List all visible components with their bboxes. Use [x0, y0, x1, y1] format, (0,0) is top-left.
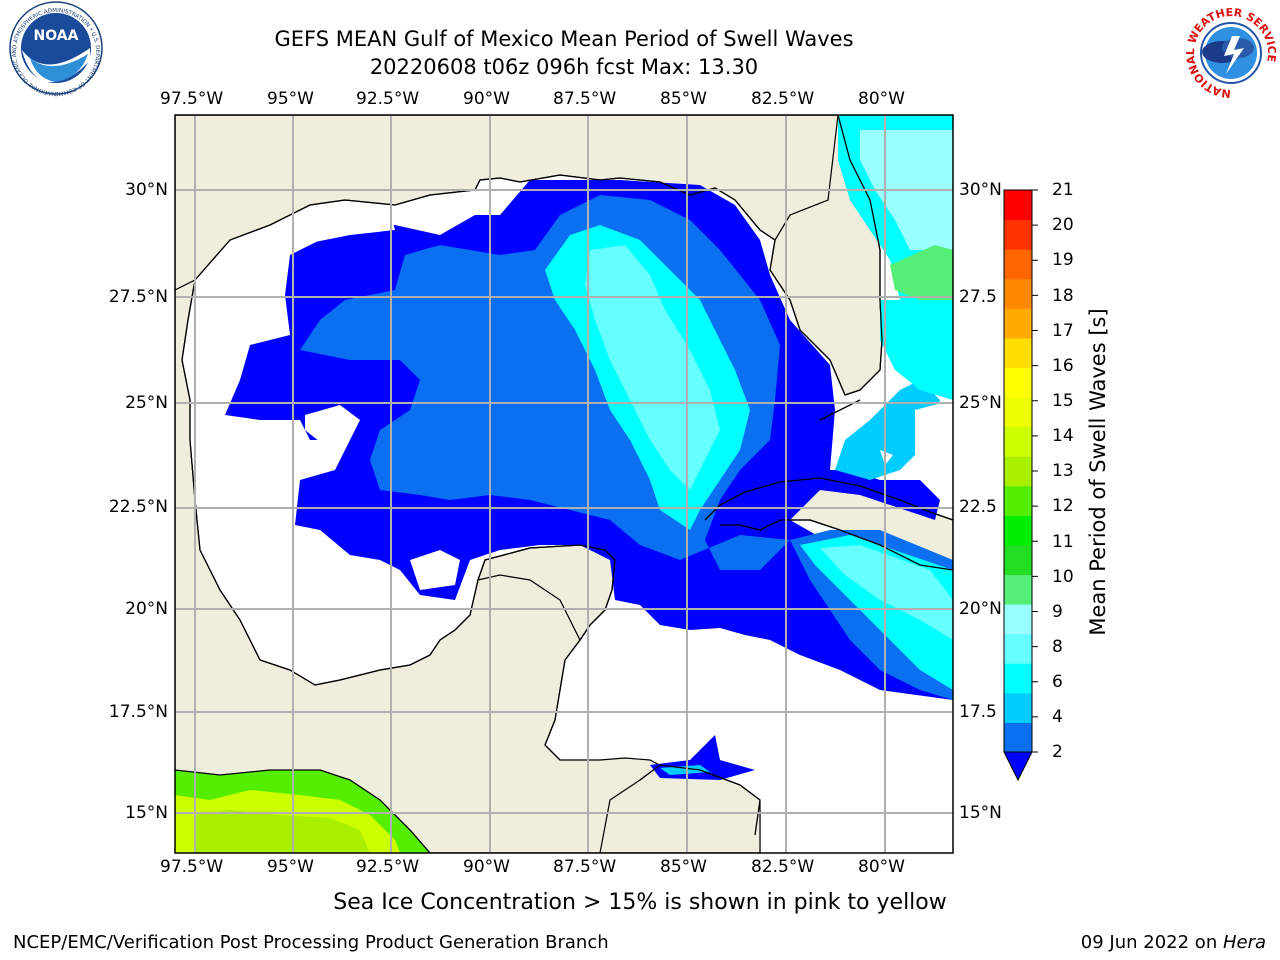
- lon-label-bottom: 87.5°W: [553, 857, 617, 877]
- lon-label-bottom: 97.5°W: [160, 857, 224, 877]
- colorbar: [1003, 189, 1038, 782]
- lat-label-right: 22.5: [959, 497, 997, 517]
- colorbar-extend-arrow: [1003, 751, 1033, 782]
- colorbar-tick-label: 13: [1052, 461, 1074, 481]
- lat-label-right: 25°N: [959, 393, 1002, 413]
- colorbar-tick-label: 21: [1052, 180, 1074, 200]
- lon-label-top: 92.5°W: [356, 89, 420, 109]
- field-atlantic-bottom: [880, 300, 953, 400]
- colorbar-tick-label: 6: [1052, 672, 1063, 692]
- colorbar-tick-label: 10: [1052, 567, 1074, 587]
- lat-label-right: 20°N: [959, 599, 1002, 619]
- colorbar-tick-label: 16: [1052, 356, 1074, 376]
- colorbar-segment: [1004, 722, 1032, 753]
- colorbar-segment: [1004, 574, 1032, 605]
- field-carib-light: [820, 545, 953, 640]
- lat-label-left: 20°N: [125, 599, 168, 619]
- colorbar-segment: [1004, 633, 1032, 664]
- lat-label-right: 30°N: [959, 180, 1002, 200]
- colorbar-segment: [1004, 337, 1032, 368]
- noaa-logo-text: NOAA: [34, 28, 79, 44]
- colorbar-segment: [1004, 604, 1032, 635]
- map-area: [175, 115, 953, 853]
- colorbar-tick-label: 14: [1052, 426, 1074, 446]
- colorbar-tick-label: 17: [1052, 321, 1074, 341]
- colorbar-segment: [1004, 426, 1032, 457]
- credit-organization: NCEP/EMC/Verification Post Processing Pr…: [13, 932, 609, 953]
- colorbar-segment: [1004, 485, 1032, 516]
- colorbar-segment: [1004, 190, 1032, 221]
- colorbar-segment: [1004, 515, 1032, 546]
- credit-date-host: 09 Jun 2022 on Hera: [1081, 932, 1266, 953]
- colorbar-tick-label: 2: [1052, 742, 1063, 762]
- colorbar-segment: [1004, 397, 1032, 428]
- field-straits: [835, 380, 940, 480]
- lon-label-bottom: 95°W: [267, 857, 314, 877]
- sea-ice-caption: Sea Ice Concentration > 15% is shown in …: [333, 890, 947, 915]
- field-honduras-inner: [660, 765, 710, 775]
- colorbar-segment: [1004, 544, 1032, 576]
- colorbar-segment: [1004, 692, 1032, 723]
- lat-label-left: 25°N: [125, 393, 168, 413]
- colorbar-tick-label: 20: [1052, 215, 1074, 235]
- lon-label-bottom: 80°W: [858, 857, 905, 877]
- lat-label-left: 22.5°N: [108, 497, 168, 517]
- lon-label-top: 87.5°W: [553, 89, 617, 109]
- lat-label-left: 30°N: [125, 180, 168, 200]
- lon-label-top: 97.5°W: [160, 89, 224, 109]
- colorbar-segment: [1004, 367, 1032, 398]
- chart-title: GEFS MEAN Gulf of Mexico Mean Period of …: [274, 27, 854, 51]
- lon-label-top: 90°W: [463, 89, 510, 109]
- lon-label-top: 95°W: [267, 89, 314, 109]
- nws-logo: NATIONAL WEATHER SERVICE: [1184, 6, 1278, 100]
- map-frame: [174, 114, 954, 854]
- colorbar-tick-label: 8: [1052, 637, 1063, 657]
- lon-label-bottom: 92.5°W: [356, 857, 420, 877]
- colorbar-segment: [1004, 663, 1032, 694]
- credit-date: 09 Jun 2022 on: [1080, 932, 1223, 953]
- colorbar-tick-label: 19: [1052, 250, 1074, 270]
- graticule: [175, 115, 953, 853]
- lon-label-top: 85°W: [660, 89, 707, 109]
- field-pacific-lime: [195, 810, 370, 853]
- lon-label-bottom: 85°W: [660, 857, 707, 877]
- field-atlantic-green: [890, 245, 953, 300]
- lat-label-right: 15°N: [959, 803, 1002, 823]
- colorbar-segment: [1004, 219, 1032, 250]
- lat-label-right: 27.5: [959, 287, 997, 307]
- colorbar-segment: [1004, 456, 1032, 487]
- colorbar-segment: [1004, 308, 1032, 339]
- colorbar-tick-label: 18: [1052, 286, 1074, 306]
- colorbar-tick-label: 15: [1052, 391, 1074, 411]
- colorbar-title: Mean Period of Swell Waves [s]: [1086, 308, 1110, 636]
- lon-label-bottom: 90°W: [463, 857, 510, 877]
- no-data-patches: [225, 210, 953, 590]
- lat-label-right: 17.5: [959, 702, 997, 722]
- lon-label-top: 82.5°W: [751, 89, 815, 109]
- colorbar-tick-label: 12: [1052, 496, 1074, 516]
- colorbar-tick-label: 11: [1052, 532, 1074, 552]
- credit-host: Hera: [1222, 932, 1266, 953]
- chart-subtitle: 20220608 t06z 096h fcst Max: 13.30: [369, 55, 759, 79]
- lat-label-left: 17.5°N: [108, 702, 168, 722]
- lon-label-top: 80°W: [858, 89, 905, 109]
- lat-label-left: 27.5°N: [108, 287, 168, 307]
- colorbar-tick-label: 4: [1052, 707, 1063, 727]
- lon-label-bottom: 82.5°W: [751, 857, 815, 877]
- noaa-logo: NOAA NATIONAL OCEANIC AND ATMOSPHERIC AD…: [0, 0, 103, 96]
- lat-label-left: 15°N: [125, 803, 168, 823]
- colorbar-segment: [1004, 249, 1032, 280]
- colorbar-segment: [1004, 278, 1032, 309]
- colorbar-tick-label: 9: [1052, 602, 1063, 622]
